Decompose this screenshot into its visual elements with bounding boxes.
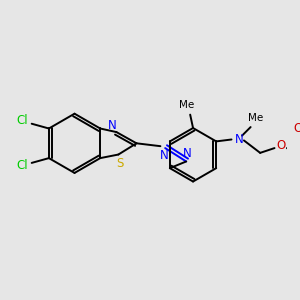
Text: S: S xyxy=(117,157,124,169)
Text: N: N xyxy=(108,119,117,132)
Text: O: O xyxy=(277,139,286,152)
Text: O: O xyxy=(294,122,300,134)
Text: Me: Me xyxy=(179,100,194,110)
Text: Cl: Cl xyxy=(16,159,28,172)
Text: N: N xyxy=(183,147,191,160)
Text: N: N xyxy=(160,149,169,162)
Text: Cl: Cl xyxy=(16,114,28,128)
Text: Me: Me xyxy=(248,113,263,124)
Text: N: N xyxy=(235,133,244,146)
